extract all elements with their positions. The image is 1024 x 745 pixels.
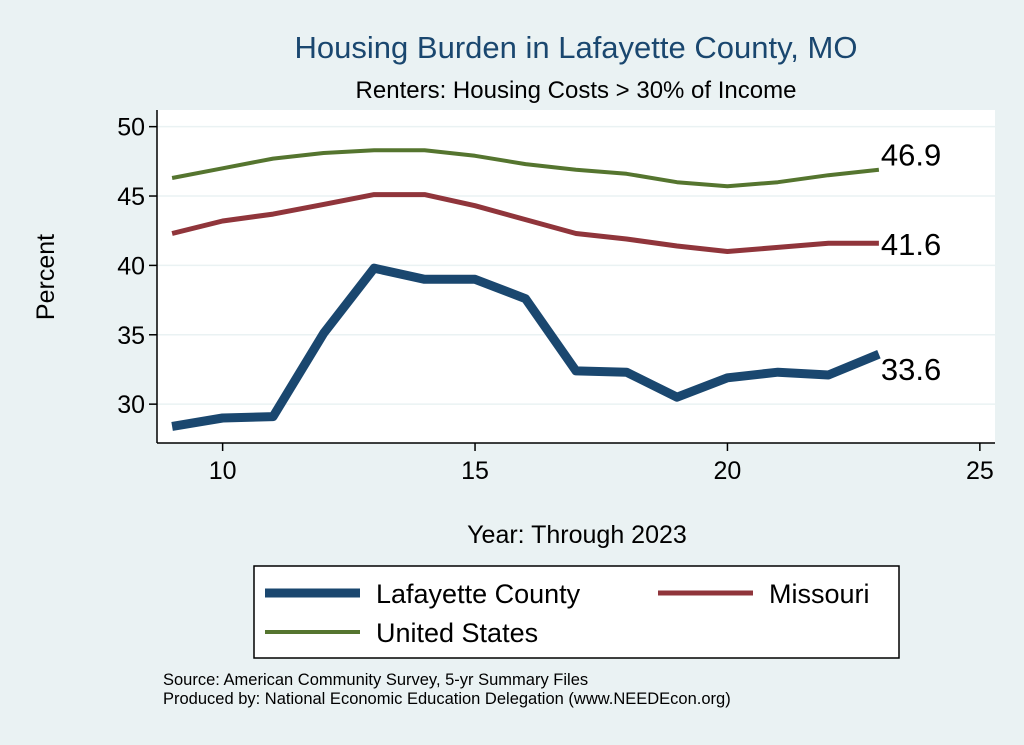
y-tick-label: 30 <box>117 391 145 419</box>
produced-by-note: Produced by: National Economic Education… <box>163 690 731 708</box>
chart-title: Housing Burden in Lafayette County, MO <box>295 30 858 65</box>
gridlines <box>157 125 995 405</box>
y-tick-label: 50 <box>117 114 145 142</box>
plot-area <box>157 110 995 443</box>
y-tick-label: 35 <box>117 322 145 350</box>
legend-box <box>253 565 900 659</box>
x-tick-label: 25 <box>966 457 994 485</box>
series-line-missouri <box>171 192 879 254</box>
source-note: Source: American Community Survey, 5-yr … <box>163 671 589 689</box>
axes: 30 35 40 45 50 10 15 20 25 <box>117 110 995 485</box>
end-label-lafayette-county: 33.6 <box>881 352 941 387</box>
x-tick-label: 20 <box>714 457 742 485</box>
x-tick-label: 15 <box>461 457 489 485</box>
legend: Lafayette County Missouri United States <box>253 565 900 659</box>
series-line-lafayette-county <box>171 263 881 431</box>
series-layer <box>171 148 881 431</box>
legend-label-united-states: United States <box>376 618 538 648</box>
end-label-missouri: 41.6 <box>881 227 941 262</box>
end-label-united-states: 46.9 <box>881 138 941 173</box>
y-axis-label: Percent <box>32 234 60 320</box>
y-tick-label: 40 <box>117 252 145 280</box>
y-tick-label: 45 <box>117 183 145 211</box>
chart-subtitle: Renters: Housing Costs > 30% of Income <box>356 77 797 104</box>
legend-label-lafayette-county: Lafayette County <box>376 579 581 609</box>
x-tick-label: 10 <box>209 457 237 485</box>
x-axis-label: Year: Through 2023 <box>467 521 687 549</box>
series-line-united-states <box>171 148 880 189</box>
legend-label-missouri: Missouri <box>769 579 870 609</box>
end-labels: 33.6 41.6 46.9 <box>881 138 941 388</box>
